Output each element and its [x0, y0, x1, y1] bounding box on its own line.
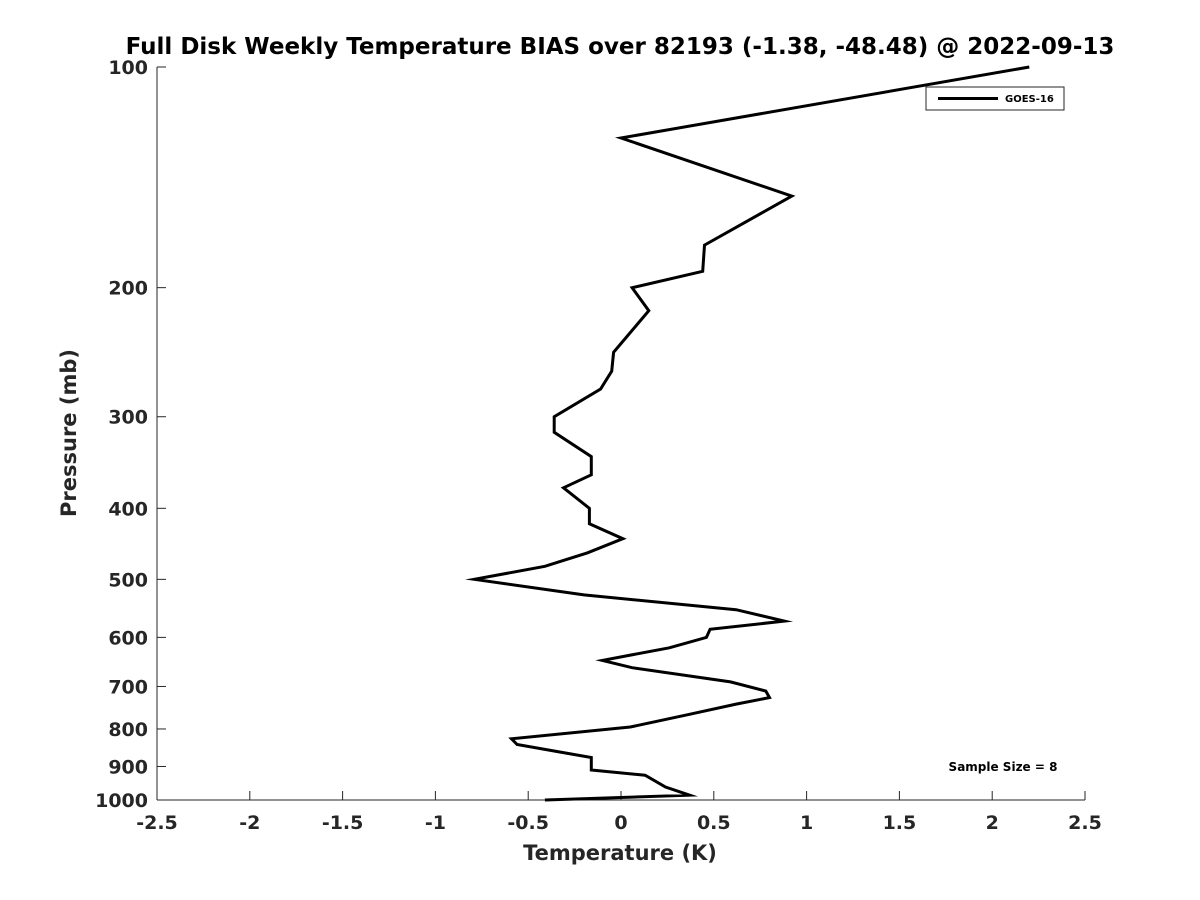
x-tick-label: -1.5: [322, 812, 364, 834]
x-tick-label: 0: [614, 812, 627, 834]
y-tick-label: 800: [108, 719, 148, 741]
legend-label-goes-16: GOES-16: [1005, 94, 1054, 105]
y-tick-label: 400: [108, 498, 148, 520]
x-tick-label: 0.5: [697, 812, 731, 834]
data-layer: [465, 65, 1030, 802]
x-tick-label: -2.5: [136, 812, 178, 834]
series-line-goes-16: [465, 65, 1030, 802]
x-tick-label: -0.5: [507, 812, 549, 834]
x-tick-label: 1.5: [883, 812, 917, 834]
y-tick-label: 100: [108, 57, 148, 79]
chart-title: Full Disk Weekly Temperature BIAS over 8…: [126, 34, 1115, 60]
y-tick-label: 500: [108, 569, 148, 591]
y-tick-label: 700: [108, 676, 148, 698]
x-tick-label: -1: [425, 812, 446, 834]
x-tick-label: 2: [986, 812, 999, 834]
y-tick-label: 1000: [95, 790, 148, 812]
sample-size-annotation: Sample Size = 8: [949, 760, 1058, 774]
y-tick-label: 300: [108, 407, 148, 429]
x-tick-label: -2: [239, 812, 260, 834]
x-tick-label: 1: [800, 812, 813, 834]
legend: GOES-16: [925, 86, 1065, 111]
y-axis-label: Pressure (mb): [57, 349, 81, 517]
x-axis-label: Temperature (K): [523, 841, 717, 865]
axes: -2.5 -2 -1.5 -1 -0.5 0 0.5 1 1.5 2 2.5 100 200 300 400…: [95, 57, 1102, 834]
y-tick-label: 600: [108, 627, 148, 649]
y-tick-label: 200: [108, 278, 148, 300]
y-tick-label: 900: [108, 756, 148, 778]
x-tick-label: 2.5: [1068, 812, 1102, 834]
